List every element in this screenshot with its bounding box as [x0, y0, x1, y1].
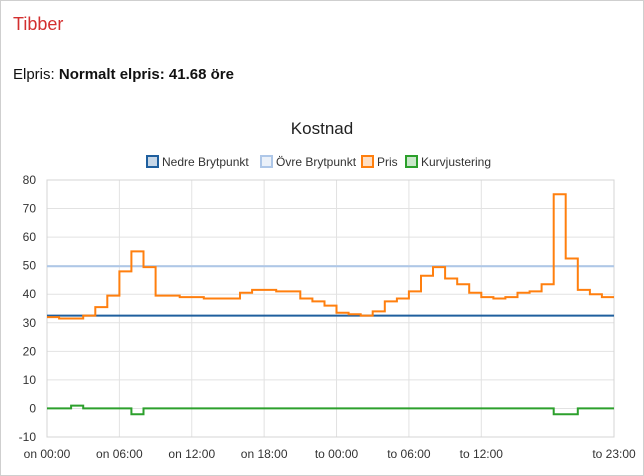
- legend-label-vre-brytpunkt[interactable]: Övre Brytpunkt: [276, 155, 357, 169]
- chart-series: [47, 193, 614, 416]
- x-tick-label: on 18:00: [241, 447, 288, 461]
- y-tick-label: 80: [23, 173, 37, 187]
- series-line-kurvjustering: [47, 404, 614, 416]
- x-tick-label: to 06:00: [387, 447, 431, 461]
- legend-label-kurvjustering[interactable]: Kurvjustering: [421, 155, 491, 169]
- y-tick-label: 70: [23, 202, 37, 216]
- y-tick-label: 50: [23, 259, 37, 273]
- x-tick-label: on 12:00: [168, 447, 215, 461]
- x-tick-label: on 00:00: [24, 447, 71, 461]
- legend-swatch-vre-brytpunkt[interactable]: [260, 155, 273, 168]
- legend-label-pris[interactable]: Pris: [377, 155, 398, 169]
- legend-swatch-nedre-brytpunkt[interactable]: [146, 155, 159, 168]
- series-line-pris: [47, 193, 614, 320]
- x-axis: on 00:00 on 06:00 on 12:00 on 18:00 to 00:00…: [24, 447, 636, 461]
- y-tick-label: 40: [23, 287, 37, 301]
- x-tick-label: to 12:00: [460, 447, 504, 461]
- y-tick-label: 0: [29, 401, 36, 415]
- x-tick-label: on 06:00: [96, 447, 143, 461]
- price-value: Normalt elpris: 41.68 öre: [58, 66, 234, 83]
- y-tick-label: 10: [23, 373, 37, 387]
- chart-title: Kostnad: [291, 119, 353, 138]
- x-tick-label: to 00:00: [315, 447, 359, 461]
- y-tick-label: 20: [23, 344, 37, 358]
- legend-swatch-pris[interactable]: [361, 155, 374, 168]
- y-axis: -10 0 10 20 30 40 50 60 70 80: [19, 173, 37, 444]
- y-tick-label: 30: [23, 316, 37, 330]
- chart-grid: [46, 179, 615, 438]
- legend-label-nedre-brytpunkt[interactable]: Nedre Brytpunkt: [162, 155, 249, 169]
- plot-area: [46, 179, 615, 438]
- legend-swatch-kurvjustering[interactable]: [405, 155, 418, 168]
- y-tick-label: -10: [19, 430, 37, 444]
- chart-legend: Nedre Brytpunkt Övre Brytpunkt Pris Kurvjus…: [146, 155, 491, 169]
- price-label: Elpris:: [13, 66, 55, 83]
- price-line: Elpris: Normalt elpris: 41.68 öre: [13, 66, 234, 83]
- y-tick-label: 60: [23, 230, 37, 244]
- app-title: Tibber: [13, 14, 64, 34]
- x-tick-label: to 23:00: [592, 447, 636, 461]
